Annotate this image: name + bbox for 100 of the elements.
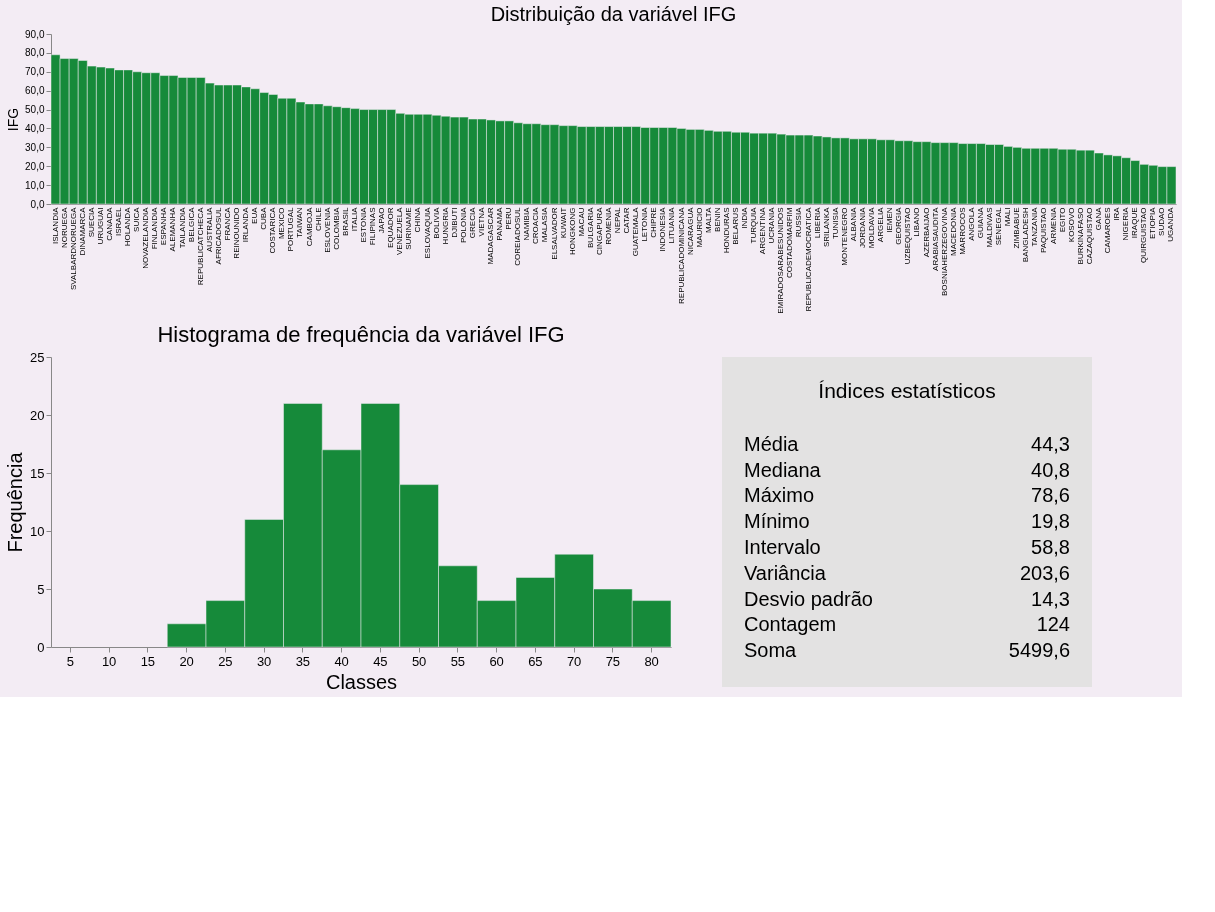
x-tick-label: 75 [605,653,621,669]
y-tick-label: 20 [30,407,45,423]
x-tick-label: VIETNA [476,206,486,237]
x-tick-label: ISRAEL [114,206,124,236]
x-tick-label: QUIRGUISTAO [1139,207,1149,263]
x-tick-label: MALDIVAS [985,207,995,248]
x-tick-label: CHINA [413,206,423,233]
x-tick-label: TURQUIA [749,206,759,244]
y-tick-label: 60,0 [25,85,45,97]
text: 203,6 [1019,561,1070,584]
y-tick-label: 0 [37,639,45,655]
x-tick-label: NOVAZELANDIA [141,206,151,269]
x-tick-label: SRILANKA [821,206,831,248]
x-tick-label: SURINAME [404,207,414,250]
text: Intervalo [744,536,821,558]
x-tick-label: FINLANDIA [150,206,160,250]
x-tick-label: AFRICADOSUL [213,206,223,265]
x-tick-label: BOSNIAHERZEGOVINA [939,206,949,296]
text: 40,8 [1031,458,1070,481]
x-tick-label: 70 [566,653,582,669]
x-tick-label: ARMENIA [1048,206,1058,244]
x-tick-label: BELARUS [730,207,740,245]
x-tick-label: ARGENTINA [758,206,768,255]
x-tick-label: LETONIA [640,206,650,242]
y-axis-title: IFG [5,107,22,132]
x-tick-label: COSTADOMARFIM [785,207,795,279]
x-tick-label: GEORGIA [894,206,904,245]
x-tick-label: MOLDAVIA [867,206,877,249]
x-tick-label: IRAQUE [1130,207,1140,239]
x-tick-label: ITALIA [349,206,359,232]
x-tick-label: SVALBARDNORUEGA [68,206,78,291]
y-axis-title: Frequência [4,451,27,553]
x-tick-label: ETIOPIA [1148,206,1158,240]
x-tick-label: GANA [1093,206,1103,231]
text: 78,6 [1031,484,1070,507]
x-tick-label: ISLANDIA [50,206,60,244]
text: 19,8 [1031,510,1070,533]
x-tick-label: 55 [450,653,466,669]
x-tick-label: SUECIA [86,206,96,238]
x-tick-label: JAPAO [377,207,387,234]
x-tick-label: PAQUISTAO [1039,207,1049,253]
x-tick-label: REPUBLICADOMINICANA [676,206,686,304]
x-tick-label: IEMEN [885,207,895,233]
x-tick-label: MONTENEGRO [839,207,849,266]
x-tick-label: HOLANDA [123,206,133,247]
x-tick-label: GRECIA [467,206,477,239]
text: 58,8 [1031,536,1070,558]
y-tick-label: 0,0 [30,198,45,210]
x-tick-label: INDIA [740,206,750,229]
x-tick-label: DJIBUTI [449,207,459,238]
x-tick-label: CAMBOJA [304,206,314,247]
text: Contagem [744,613,837,636]
x-tick-label: AZERBAIJAO [921,207,931,258]
x-tick-label: LIBANO [912,207,922,237]
x-tick-label: FRANCA [222,206,232,241]
x-tick-label: MALASIA [540,206,550,243]
x-tick-label: EMIRADOSARABESUNIDOS [776,207,786,314]
x-tick-label: BURKINAFASO [1075,207,1085,265]
y-tick-label: 5 [37,581,45,597]
x-tick-label: BULGARIA [585,206,595,248]
x-tick-label: ESPANHA [159,206,169,246]
x-tick-label: TAILANDIA [177,206,187,249]
x-tick-label: ROMENIA [603,206,613,245]
x-tick-label: URUGUAI [95,207,105,245]
y-tick-label: 70,0 [25,66,45,78]
text: Índices estatísticos [818,379,996,402]
chart-title: Histograma de frequência da variável IFG [157,322,565,347]
x-tick-label: LIBERIA [812,206,822,239]
x-tick-label: COSTARICA [268,206,278,254]
x-tick-label: BRASIL [340,206,350,236]
x-tick-label: ARGELIA [876,206,886,243]
x-tick-label: PORTUGAL [286,206,296,252]
x-tick-label: 50 [411,653,427,669]
x-tick-label: ESTONIA [359,206,368,243]
x-tick-label: 30 [256,653,272,669]
x-tick-label: 45 [373,653,388,669]
y-tick-label: 20,0 [25,160,45,172]
x-tick-label: NIGERIA [1121,206,1131,241]
x-tick-label: BOLIVIA [431,206,441,239]
x-tick-label: CAZAQUISTAO [1084,207,1094,265]
x-tick-label: MEXICO [277,207,287,240]
x-tick-label: 5 [66,653,74,669]
x-tick-label: NICARAGUA [685,206,695,256]
x-tick-label: BENIN [712,207,722,232]
x-tick-label: 20 [179,653,194,669]
x-tick-label: TAIWAN [295,207,305,238]
x-tick-label: TUNISIA [830,206,840,240]
x-tick-label: 25 [218,653,233,669]
x-tick-label: ALEMANHA [168,206,178,252]
x-tick-label: 10 [101,653,117,669]
x-tick-label: MALI [1003,207,1013,227]
x-tick-label: JORDANIA [858,206,867,248]
x-tick-label: 65 [528,653,543,669]
x-tick-label: CUBA [259,206,269,230]
y-tick-label: 25 [30,349,45,365]
x-tick-label: ELSALVADOR [549,207,559,260]
y-tick-label: 15 [30,465,45,481]
x-tick-label: EQUADOR [386,207,396,248]
text: Desvio padrão [744,587,873,610]
text: 14,3 [1031,587,1070,610]
